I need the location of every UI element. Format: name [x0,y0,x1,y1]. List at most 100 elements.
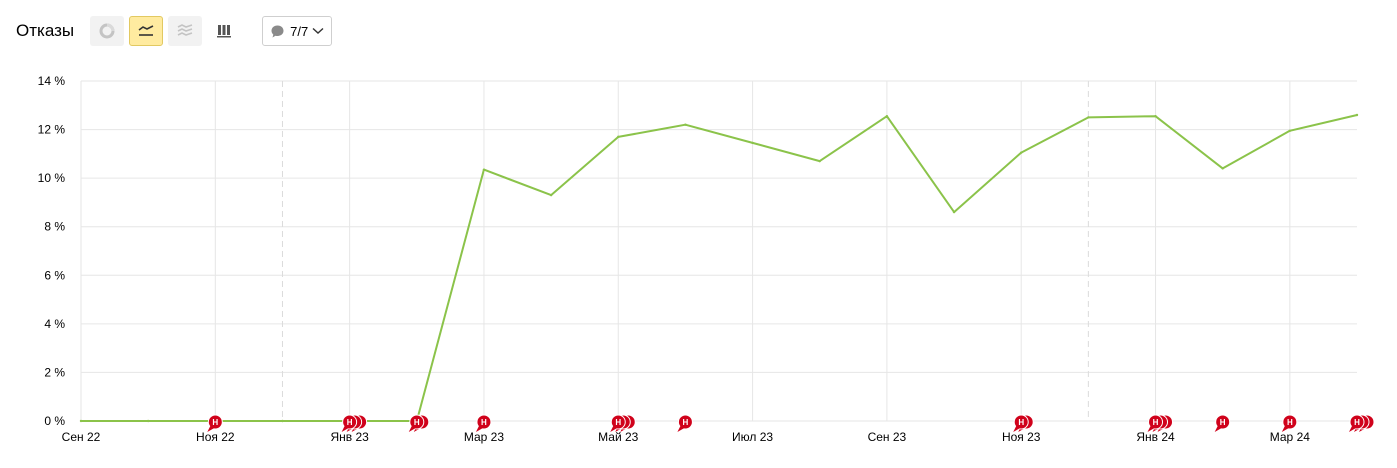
annotation-marker[interactable]: Н [1147,414,1174,432]
data-point [1355,113,1359,117]
annotation-marker[interactable]: Н [1281,414,1298,432]
pie-chart-button[interactable] [90,16,125,46]
annotation-label: Н [212,418,218,427]
x-tick-label: Июл 23 [732,430,773,444]
annotation-marker[interactable]: Н [408,414,430,432]
annotation-bubble [1148,414,1164,430]
annotation-marker[interactable]: Н [475,414,492,432]
annotation-tail [207,426,215,432]
annotation-label: Н [1354,418,1360,427]
annotation-tail [408,426,416,432]
annotation-bubble [342,414,358,430]
annotation-bubble [677,414,693,430]
area-chart-icon [177,24,193,36]
annotation-label: Н [1287,418,1293,427]
data-point [1221,167,1224,170]
chart-series [79,113,1359,423]
line-chart-icon [138,25,154,36]
annotation-marker[interactable]: Н [1214,414,1231,432]
annotation-label: Н [1018,418,1024,427]
y-tick-label: 6 % [44,268,65,282]
annotation-label: Н [615,418,621,427]
data-point [617,135,620,139]
data-point [1288,129,1292,132]
chart-header: Отказы 7/7 [16,14,333,48]
annotation-marker[interactable]: Н [207,414,223,432]
annotation-bubble [409,414,425,430]
annotation-label: Н [414,418,420,427]
bar-chart-button[interactable] [207,16,241,46]
annotation-bubble [1282,414,1298,430]
annotation-tail [341,426,349,432]
annotation-tail [1214,426,1222,432]
data-point [818,159,821,163]
annotation-marker[interactable]: Н [610,414,636,432]
series-line [81,114,1358,422]
data-point [281,419,284,423]
annotation-tail [677,426,685,432]
chart-title: Отказы [16,21,75,40]
chart-grid [80,80,1357,422]
data-point [549,193,553,197]
line-chart-button[interactable] [129,16,164,46]
annotation-marker[interactable]: Н [1349,414,1375,432]
data-point [79,419,83,423]
y-axis-ticks: 0 % 2 % 4 % 6 % 8 % 10 % 12 % 14 % [38,74,66,428]
x-tick-label: Ноя 22 [196,430,235,444]
x-tick-label: Янв 23 [330,430,369,444]
data-point [684,123,687,126]
annotation-tail [1349,426,1356,432]
annotation-bubble [610,414,626,430]
annotation-marker[interactable]: Н [1013,414,1034,432]
data-point [885,115,889,118]
x-tick-label: Май 23 [598,430,639,444]
y-tick-label: 12 % [38,123,66,137]
annotation-marker[interactable]: Н [677,414,693,432]
x-tick-label: Мар 23 [464,430,504,444]
annotation-bubble [476,414,492,430]
data-point [146,419,150,423]
data-point [1154,115,1157,118]
annotation-bubble [207,414,223,430]
annotation-marker[interactable]: Н [341,414,368,432]
annotation-bubble [1013,414,1029,430]
y-tick-label: 10 % [38,171,66,185]
annotation-bubble [1349,414,1365,430]
x-tick-label: Сен 22 [62,430,101,444]
y-tick-label: 8 % [44,220,65,234]
y-tick-label: 4 % [44,317,65,331]
annotation-label: Н [1153,418,1159,427]
annotation-tail [1281,426,1289,432]
comment-icon [271,25,284,37]
annotations-count: 7/7 [290,23,309,39]
annotation-tail [1147,426,1155,432]
chevron-down-icon [312,27,324,34]
annotation-label: Н [481,418,487,427]
x-tick-label: Сен 23 [868,430,907,444]
bar-chart-icon [217,25,232,38]
y-tick-label: 2 % [44,365,65,379]
area-chart-button[interactable] [168,16,203,46]
annotation-label: Н [683,418,689,427]
y-tick-label: 0 % [44,414,65,428]
x-tick-label: Ноя 23 [1002,430,1041,444]
annotations-dropdown[interactable]: 7/7 [262,16,333,46]
x-tick-label: Мар 24 [1270,430,1310,444]
annotation-tail [1013,426,1021,432]
pie-chart-icon [99,23,115,39]
x-tick-label: Янв 24 [1136,430,1175,444]
annotation-label: Н [347,418,353,427]
x-axis-ticks: Сен 22 Ноя 22 Янв 23 Мар 23 Май 23 Июл 23 Сен … [62,430,1311,444]
data-point [1020,151,1023,154]
annotation-label: Н [1220,418,1226,427]
data-point [751,141,754,145]
annotation-tail [610,426,618,432]
data-point [1087,116,1090,119]
data-point [952,210,956,214]
annotation-tail [475,426,483,432]
y-tick-label: 14 % [38,74,66,88]
annotation-bubble [1215,414,1231,430]
data-point [482,168,486,171]
